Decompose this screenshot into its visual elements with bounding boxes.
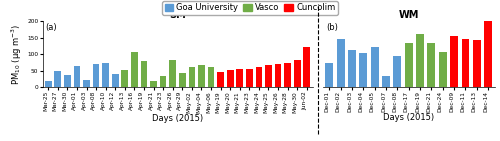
Bar [416,34,424,87]
Bar [326,63,334,87]
Bar [83,80,90,87]
X-axis label: Days (2015): Days (2015) [152,114,203,123]
Bar [284,63,291,87]
Bar [217,72,224,87]
Bar [198,65,205,87]
Bar [45,81,52,87]
Bar [473,40,481,87]
Bar [227,70,234,87]
Bar [428,43,436,87]
Bar [160,76,166,87]
Bar [179,73,186,87]
Bar [360,53,368,87]
Legend: Goa University, Vasco, Cuncolim: Goa University, Vasco, Cuncolim [162,1,338,15]
Bar [274,64,281,87]
Bar [439,52,447,87]
Bar [64,75,70,87]
Bar [294,60,300,87]
Bar [170,60,176,87]
Title: SM: SM [169,10,186,20]
Bar [236,69,243,87]
Bar [246,69,252,87]
Bar [405,43,412,87]
Text: (b): (b) [326,23,338,32]
Text: (a): (a) [45,23,57,32]
Bar [336,39,344,87]
Bar [54,71,61,87]
Bar [304,47,310,87]
Bar [112,73,118,87]
Bar [208,67,214,87]
Bar [265,65,272,87]
Bar [348,50,356,87]
Bar [140,61,147,87]
Bar [150,81,157,87]
Bar [382,76,390,87]
Bar [394,56,402,87]
Bar [188,67,195,87]
Bar [450,36,458,87]
Title: WM: WM [398,10,419,20]
Bar [122,70,128,87]
Bar [484,21,492,87]
Bar [93,64,100,87]
Bar [74,66,80,87]
Bar [256,67,262,87]
Bar [102,63,109,87]
Bar [462,39,469,87]
Bar [131,52,138,87]
Bar [370,47,378,87]
Y-axis label: PM$_{10}$ (μg m$^{-3}$): PM$_{10}$ (μg m$^{-3}$) [10,24,24,85]
X-axis label: Days (2015): Days (2015) [383,113,434,122]
